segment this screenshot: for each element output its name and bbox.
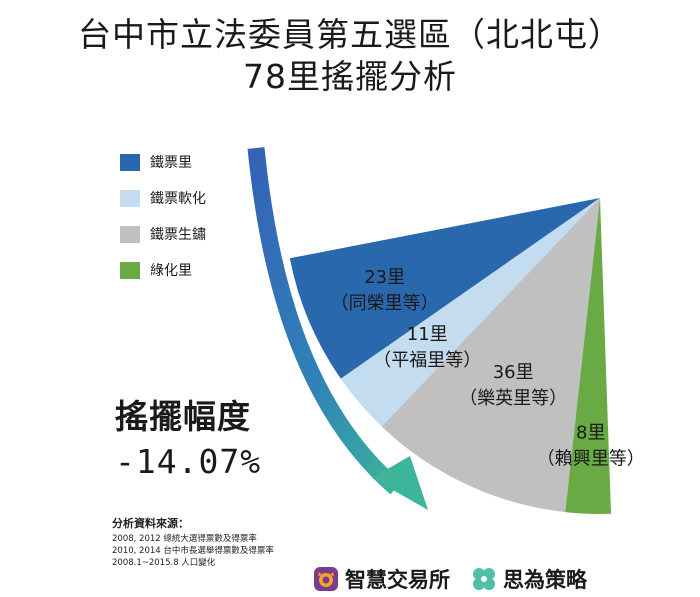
legend: 鐵票里 鐵票軟化 鐵票生鏽 綠化里 [120, 153, 206, 297]
slice-softened [340, 198, 600, 427]
slice-count-label: 36里 [493, 362, 534, 383]
legend-swatch-softened [120, 189, 140, 207]
swing-value: -14.07% [115, 442, 262, 481]
legend-swatch-green [120, 261, 140, 279]
slice-count-label: 11里 [407, 324, 448, 345]
cat-logo-icon [314, 567, 338, 591]
logo-text: 智慧交易所 [345, 568, 450, 592]
slice-count-label: 23里 [364, 267, 405, 288]
source-line: 2010, 2014 台中市長選舉得票數及得票率 [112, 546, 274, 556]
logo-smart-exchange: 智慧交易所 [313, 564, 450, 594]
slice-green [565, 198, 612, 514]
slice-count-label: 8里 [576, 422, 605, 443]
legend-label: 鐵票里 [150, 155, 192, 171]
legend-swatch-iron [120, 153, 140, 171]
swing-label: 搖擺幅度 [115, 397, 251, 436]
slice-example-label: （平福里等） [373, 350, 481, 371]
swing-arrow-head [372, 456, 428, 510]
source-line: 2008, 2012 總統大選得票數及得票率 [112, 534, 257, 544]
legend-item: 鐵票生鏽 [120, 225, 206, 243]
legend-swatch-rusted [120, 225, 140, 243]
legend-label: 鐵票生鏽 [150, 227, 206, 243]
chart-title-line-2: 78里搖擺分析 [243, 57, 457, 96]
slice-example-label: （賴興里等） [537, 448, 645, 469]
slice-example-label: （樂英里等） [459, 388, 567, 409]
sources-title: 分析資料來源： [112, 517, 189, 530]
legend-item: 綠化里 [120, 261, 206, 279]
sources-note: 分析資料來源： 2008, 2012 總統大選得票數及得票率 2010, 201… [112, 518, 274, 569]
slice-iron [289, 198, 600, 379]
legend-label: 綠化里 [150, 263, 192, 279]
legend-item: 鐵票軟化 [120, 189, 206, 207]
logo-text: 思為策略 [503, 568, 587, 592]
swing-arrow-shaft [247, 147, 402, 495]
slice-example-label: （同榮里等） [331, 293, 439, 314]
legend-item: 鐵票里 [120, 153, 206, 171]
clover-logo-icon [473, 568, 495, 590]
logo-sway-strategy: 思為策略 [471, 564, 587, 594]
slice-rusted [381, 198, 600, 513]
swing-block: 搖擺幅度 -14.07% [115, 390, 261, 481]
legend-label: 鐵票軟化 [150, 191, 206, 207]
swing-arrow [247, 147, 428, 510]
source-line: 2008.1~2015.8 人口變化 [112, 558, 216, 568]
chart-title-line-1: 台中市立法委員第五選區（北北屯） [78, 15, 622, 54]
